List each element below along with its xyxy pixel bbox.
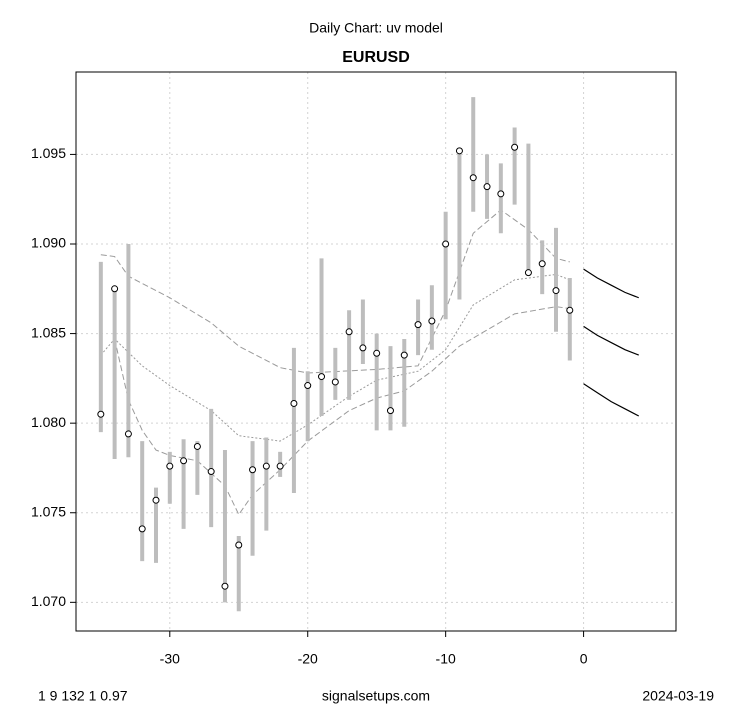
band-line (114, 306, 570, 516)
close-point (483, 183, 491, 191)
close-point (262, 462, 270, 470)
close-point (552, 287, 560, 295)
footer-right: 2024-03-19 (642, 688, 714, 704)
close-point (538, 260, 546, 268)
close-point (359, 344, 367, 352)
y-tick-label: 1.080 (31, 414, 66, 430)
close-point (124, 430, 132, 438)
close-point (428, 317, 436, 325)
close-point (442, 240, 450, 248)
close-point (290, 399, 298, 407)
forecast-line (583, 325, 639, 356)
y-tick-label: 1.070 (31, 593, 66, 609)
close-point (455, 147, 463, 155)
close-point (511, 143, 519, 151)
close-point (318, 373, 326, 381)
footer-center: signalsetups.com (322, 688, 430, 704)
close-point (400, 351, 408, 359)
band-line (100, 209, 570, 374)
close-point (469, 174, 477, 182)
close-point (276, 462, 284, 470)
x-tick-label: -10 (436, 651, 456, 667)
forecast-line (583, 268, 639, 299)
close-point (331, 378, 339, 386)
close-point (235, 541, 243, 549)
close-point (180, 457, 188, 465)
footer-left: 1 9 132 1 0.97 (38, 688, 128, 704)
close-point (111, 285, 119, 293)
close-point (138, 525, 146, 533)
x-tick-label: 0 (580, 651, 588, 667)
close-point (221, 582, 229, 590)
chart-subtitle: EURUSD (342, 49, 410, 66)
close-point (373, 349, 381, 357)
y-tick-label: 1.075 (31, 503, 66, 519)
y-tick-label: 1.085 (31, 324, 66, 340)
close-point (193, 442, 201, 450)
plot-frame (75, 71, 677, 632)
close-point (386, 407, 394, 415)
y-tick-label: 1.090 (31, 235, 66, 251)
close-point (566, 306, 574, 314)
band-line (100, 273, 570, 442)
x-tick-label: -30 (160, 651, 180, 667)
close-point (497, 190, 505, 198)
close-point (152, 496, 160, 504)
close-point (97, 410, 105, 418)
close-point (166, 462, 174, 470)
y-tick-label: 1.095 (31, 145, 66, 161)
close-point (249, 466, 257, 474)
close-point (524, 269, 532, 277)
close-point (345, 328, 353, 336)
x-tick-label: -20 (298, 651, 318, 667)
chart-title: Daily Chart: uv model (309, 20, 443, 36)
close-point (207, 468, 215, 476)
forecast-line (583, 383, 640, 417)
close-point (304, 382, 312, 390)
close-point (414, 321, 422, 329)
